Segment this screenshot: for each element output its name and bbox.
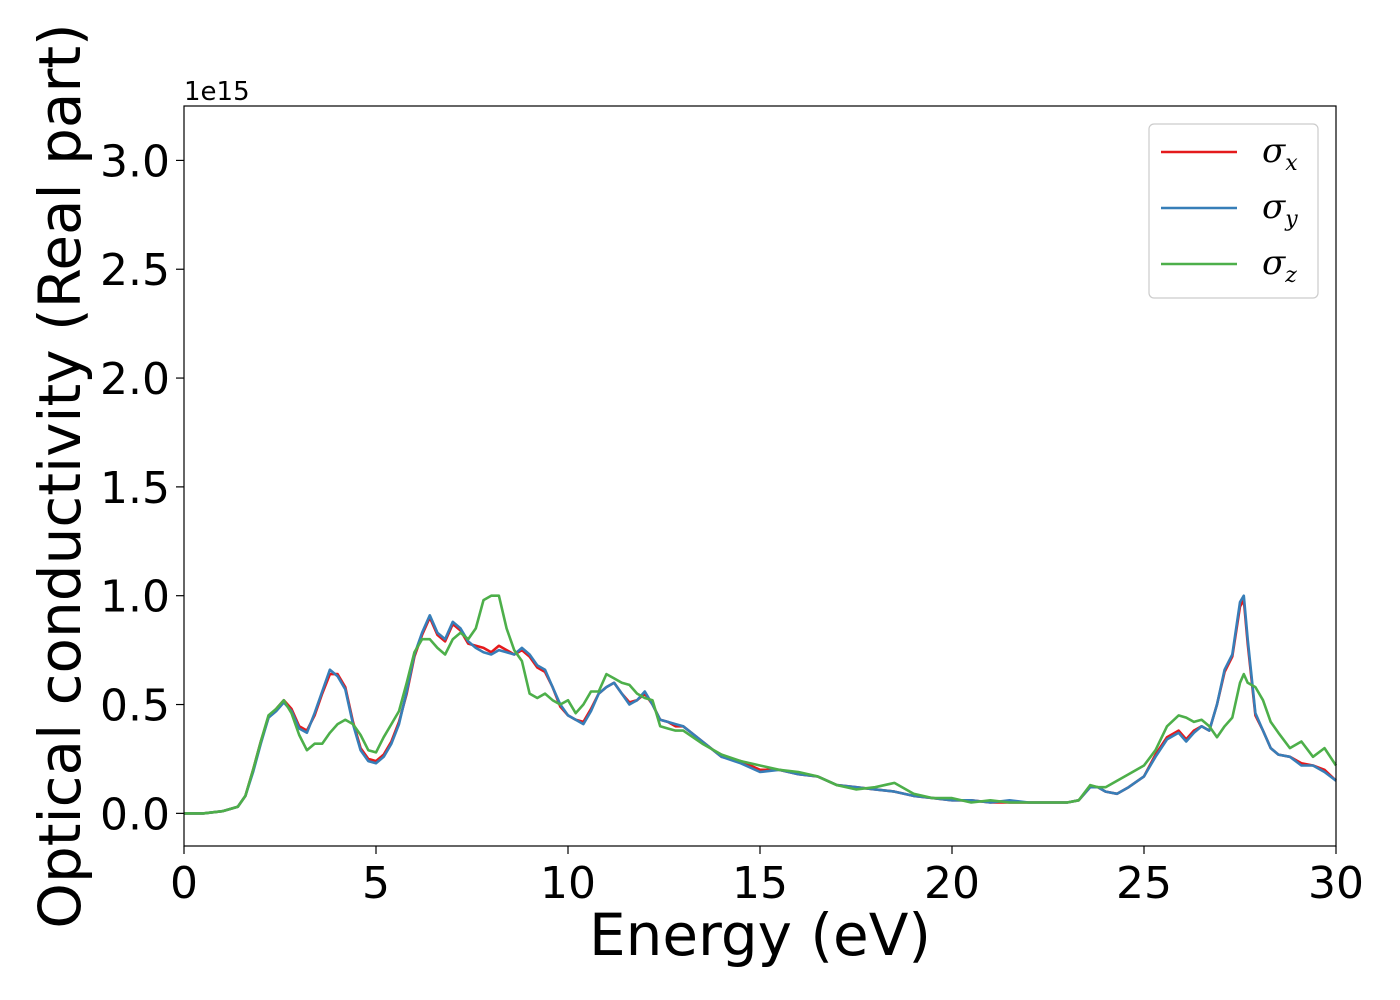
legend-label-x: σx bbox=[1262, 131, 1298, 176]
x-tick-label: 30 bbox=[1308, 858, 1364, 909]
legend: σx σy σz bbox=[1148, 123, 1319, 299]
legend-box bbox=[1148, 123, 1319, 299]
y-tick-label: 0.0 bbox=[100, 789, 170, 840]
y-tick-label: 2.5 bbox=[100, 245, 170, 296]
legend-label-y: σy bbox=[1262, 187, 1298, 232]
y-tick-label: 0.5 bbox=[100, 681, 170, 732]
y-axis-offset-label: 1e15 bbox=[184, 77, 250, 107]
series-line-z bbox=[184, 594, 1338, 815]
x-tick-label: 10 bbox=[540, 858, 596, 909]
series-line-x bbox=[184, 598, 1337, 815]
x-tick-label: 20 bbox=[924, 858, 980, 909]
x-axis-title: Energy (eV) bbox=[589, 901, 931, 969]
series-line-y bbox=[184, 594, 1337, 815]
y-tick-label: 2.0 bbox=[100, 354, 170, 405]
y-tick-label: 3.0 bbox=[100, 136, 170, 187]
legend-label-z: σz bbox=[1262, 243, 1297, 288]
y-tick-label: 1.5 bbox=[100, 463, 170, 514]
plot-lines bbox=[184, 594, 1338, 815]
x-tick-label: 15 bbox=[732, 858, 788, 909]
x-tick-label: 0 bbox=[170, 858, 198, 909]
x-tick-label: 5 bbox=[362, 858, 390, 909]
y-tick-label: 1.0 bbox=[100, 572, 170, 623]
axis-ticks: 0 5 10 15 20 25 30 0.0 0.5 1.0 1.5 2.0 2.5 3.0 bbox=[100, 136, 1364, 909]
x-tick-label: 25 bbox=[1116, 858, 1172, 909]
y-axis-title: Optical conductivity (Real part) bbox=[26, 23, 94, 928]
